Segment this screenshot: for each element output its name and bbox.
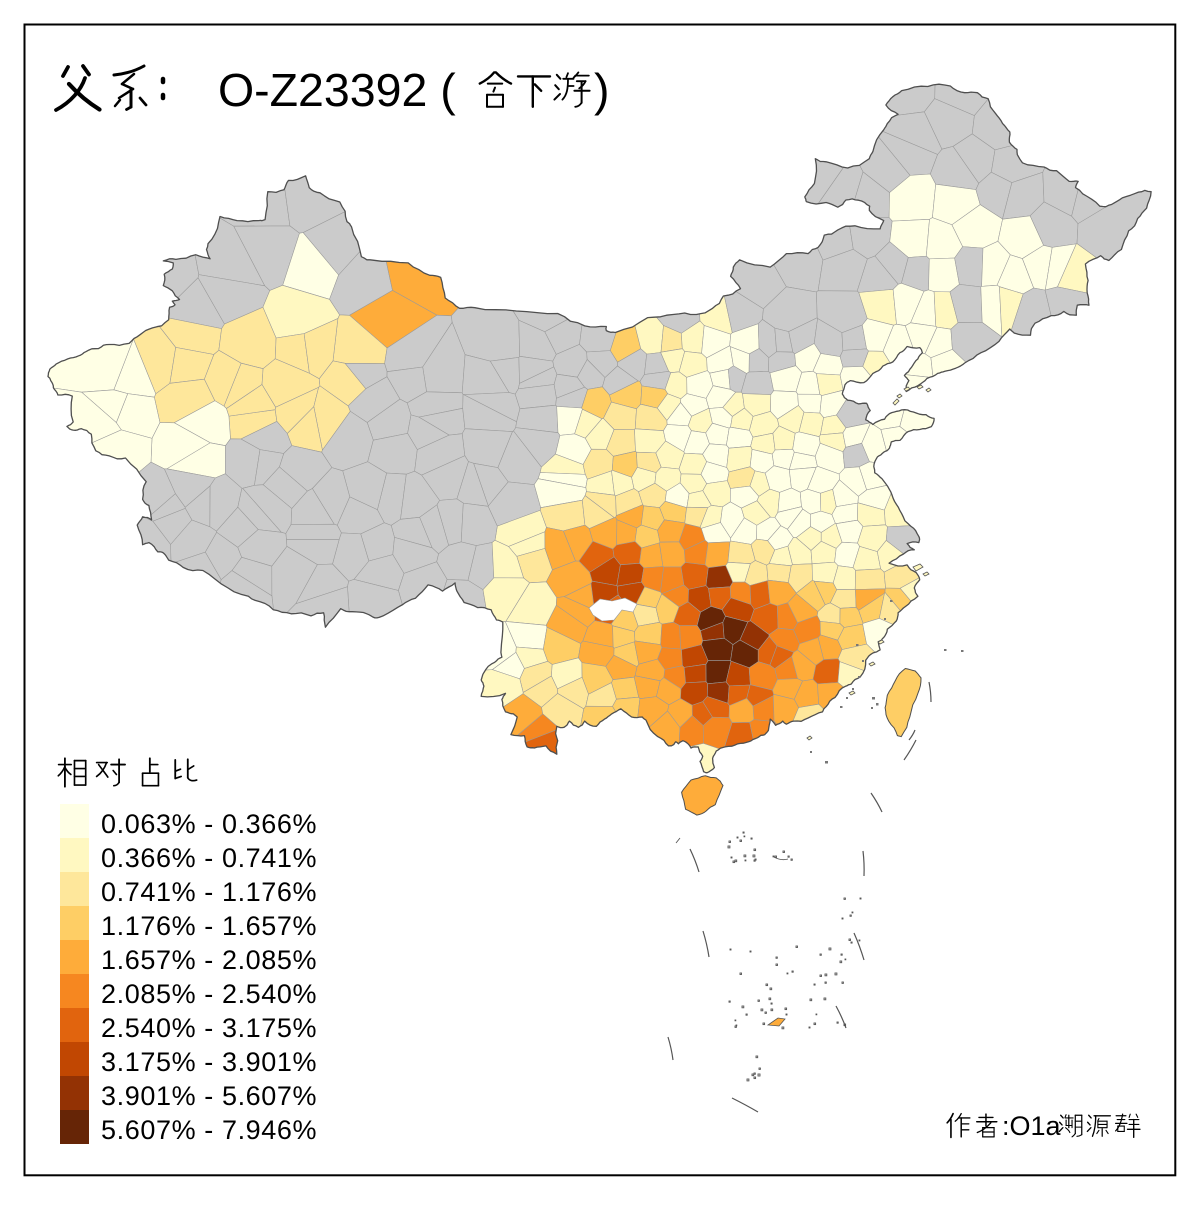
svg-text:2.085% - 2.540%: 2.085% - 2.540%	[101, 979, 317, 1009]
svg-text:1.176% - 1.657%: 1.176% - 1.657%	[101, 911, 317, 941]
svg-text:0.366% - 0.741%: 0.366% - 0.741%	[101, 843, 317, 873]
svg-text:2.540% - 3.175%: 2.540% - 3.175%	[101, 1013, 317, 1043]
svg-text:1.657% - 2.085%: 1.657% - 2.085%	[101, 945, 317, 975]
svg-text:0.741% - 1.176%: 0.741% - 1.176%	[101, 877, 317, 907]
svg-text:0.063% - 0.366%: 0.063% - 0.366%	[101, 809, 317, 839]
svg-text:5.607% - 7.946%: 5.607% - 7.946%	[101, 1115, 317, 1145]
svg-text:3.175% - 3.901%: 3.175% - 3.901%	[101, 1047, 317, 1077]
svg-text::O1a: :O1a	[1002, 1111, 1062, 1141]
svg-text:O-Z23392 (: O-Z23392 (	[218, 64, 456, 116]
svg-text:3.901% - 5.607%: 3.901% - 5.607%	[101, 1081, 317, 1111]
svg-text:): )	[594, 64, 610, 116]
